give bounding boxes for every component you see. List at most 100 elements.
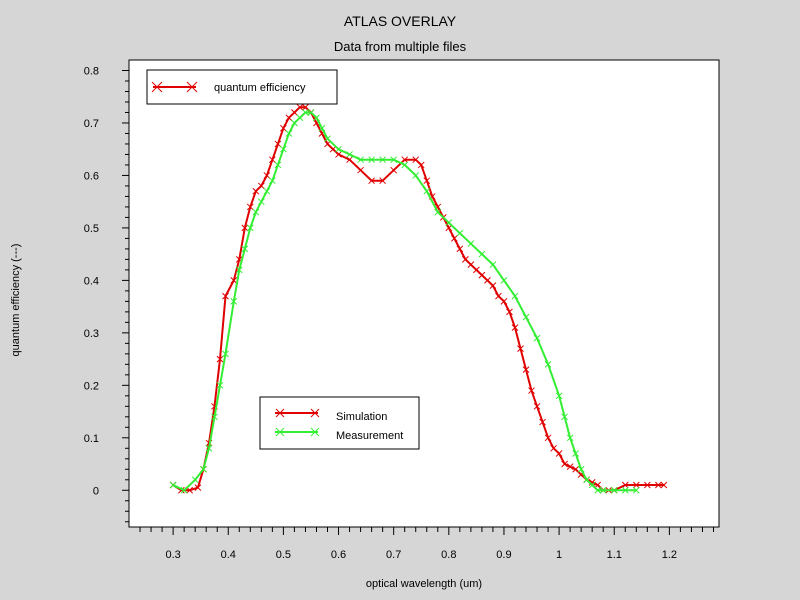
legend-marker — [151, 81, 163, 93]
y-tick-label: 0.7 — [84, 118, 99, 130]
data-point — [368, 177, 375, 185]
data-point — [517, 345, 524, 352]
data-point — [390, 156, 398, 164]
data-point — [610, 486, 618, 494]
data-point — [506, 308, 513, 316]
data-point — [539, 418, 546, 426]
data-point — [528, 387, 535, 394]
data-point — [583, 476, 591, 484]
data-point — [302, 109, 309, 116]
data-point — [561, 460, 568, 468]
data-point — [450, 235, 458, 242]
data-point — [180, 486, 188, 494]
x-tick-label: 0.8 — [441, 549, 456, 561]
data-point — [412, 172, 420, 179]
data-point — [269, 177, 276, 185]
data-point — [379, 156, 386, 164]
data-point — [302, 103, 309, 111]
data-point — [291, 119, 298, 127]
x-axis: 0.3 0.4 0.5 0.6 0.7 0.8 0.9 1 1.1 1.2 — [139, 527, 714, 561]
data-point — [577, 465, 585, 473]
legend-bottom: Simulation Measurement — [259, 396, 420, 450]
y-tick-label: 0.3 — [84, 328, 99, 340]
data-point — [274, 140, 282, 148]
data-point — [572, 465, 579, 473]
data-point — [222, 350, 229, 358]
data-point — [660, 481, 668, 489]
data-point — [566, 463, 574, 471]
y-tick-label: 0.8 — [84, 65, 99, 77]
series-measurement — [169, 109, 640, 494]
data-point — [318, 124, 326, 132]
chart-title: ATLAS OVERLAY — [344, 13, 457, 29]
data-point — [643, 481, 651, 489]
data-point — [544, 360, 552, 368]
data-point — [296, 114, 304, 122]
data-point — [280, 145, 287, 153]
data-point — [357, 166, 364, 174]
data-point — [296, 103, 304, 111]
data-point — [194, 484, 202, 491]
data-point — [291, 109, 298, 116]
data-point — [263, 187, 271, 195]
x-tick-label: 0.3 — [165, 549, 180, 561]
data-point — [412, 156, 420, 164]
data-point — [533, 334, 541, 342]
x-tick-label: 0.9 — [496, 549, 511, 561]
x-tick-label: 1 — [556, 549, 562, 561]
data-point — [456, 229, 464, 237]
data-point — [467, 261, 475, 268]
x-tick-label: 0.4 — [221, 549, 236, 561]
data-point — [346, 156, 353, 164]
data-point — [230, 277, 238, 284]
data-point — [456, 245, 464, 253]
data-point — [489, 261, 497, 268]
data-point — [169, 481, 177, 489]
data-point — [269, 156, 276, 164]
data-point — [191, 476, 199, 484]
legend-bottom-box — [259, 396, 420, 450]
series-line — [172, 111, 637, 492]
data-point — [285, 130, 293, 137]
data-point — [632, 486, 640, 494]
data-point — [241, 245, 249, 253]
data-point — [550, 444, 557, 452]
data-point — [544, 434, 552, 442]
legend-marker — [186, 81, 198, 93]
data-point — [621, 486, 629, 494]
series-simulation — [169, 103, 668, 494]
x-tick-label: 1.2 — [662, 549, 677, 561]
y-tick-label: 0.6 — [84, 170, 99, 182]
data-point — [478, 250, 486, 258]
data-point — [467, 240, 475, 248]
data-point — [274, 161, 282, 169]
x-axis-label: optical wavelength (um) — [366, 578, 482, 590]
data-point — [511, 292, 519, 300]
legend-marker — [275, 427, 285, 437]
data-point — [235, 266, 243, 274]
data-point — [230, 298, 238, 305]
data-point — [555, 450, 563, 457]
y-tick-label: 0 — [93, 485, 99, 497]
data-point — [335, 151, 342, 158]
data-point — [445, 219, 453, 227]
legend-top: quantum efficiency — [146, 69, 338, 105]
data-point — [313, 114, 320, 122]
data-point — [368, 156, 375, 164]
data-point — [572, 450, 579, 457]
data-point — [211, 413, 218, 421]
data-point — [434, 208, 442, 216]
data-point — [566, 434, 574, 442]
data-point — [346, 151, 353, 158]
data-point — [462, 256, 469, 263]
data-point — [500, 298, 508, 305]
series-layer — [169, 103, 668, 494]
legend-marker — [310, 408, 320, 418]
data-point — [257, 182, 265, 190]
data-point — [285, 114, 293, 122]
legend-measurement-label: Measurement — [336, 430, 403, 442]
y-tick-label: 0.1 — [84, 433, 99, 445]
chart-subtitle: Data from multiple files — [334, 39, 467, 54]
data-point — [280, 124, 287, 132]
